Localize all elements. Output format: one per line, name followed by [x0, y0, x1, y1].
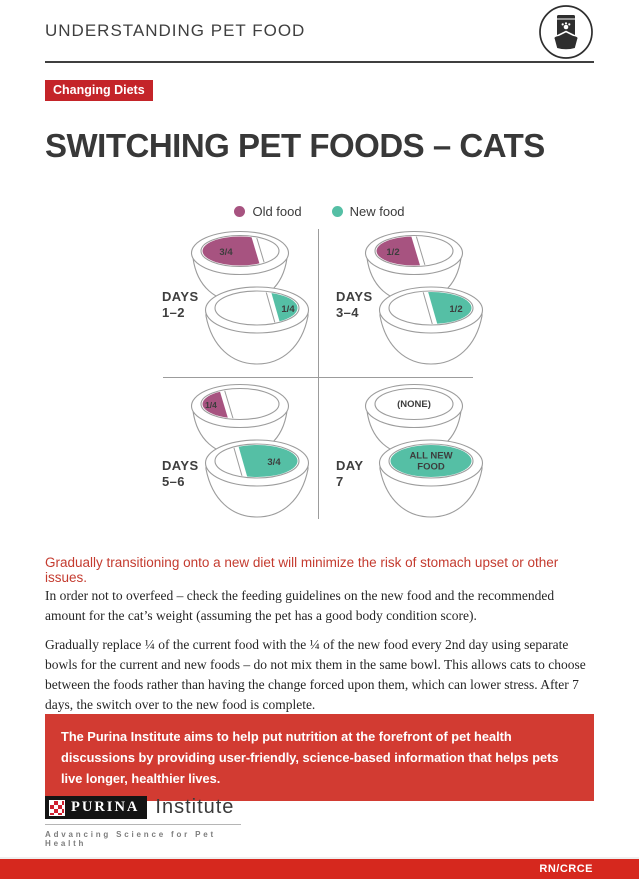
quadrant-days-5-6: DAYS 5–6 1/4 [150, 380, 318, 530]
page-title: SWITCHING PET FOODS – CATS [45, 127, 545, 164]
purina-institute-logo: PURINA Institute Advancing Science for P… [45, 796, 241, 848]
bowl-new-food: 3/4 [204, 439, 310, 518]
svg-text:ALL NEW: ALL NEW [409, 451, 452, 462]
bowl-old-food: 1/2 [364, 230, 464, 303]
legend-item-old-food: Old food [234, 204, 302, 219]
paragraph-replace: Gradually replace ¼ of the current food … [45, 636, 586, 712]
diagram-horizontal-divider [163, 377, 473, 378]
bowl-empty: (NONE) [364, 383, 464, 456]
transition-diagram: DAYS 1–2 3/4 [150, 227, 495, 530]
quadrant-days-1-2: DAYS 1–2 3/4 [150, 227, 318, 377]
bowl-new-food: 1/4 [204, 286, 310, 365]
bowl-new-food: 1/2 [378, 286, 484, 365]
legend-item-new-food: New food [331, 204, 405, 219]
svg-text:1/4: 1/4 [281, 304, 295, 315]
purina-checkerboard-icon [49, 799, 65, 816]
purina-brand-text: PURINA [71, 799, 140, 815]
quadrant-label: DAYS 1–2 [162, 289, 199, 320]
bowls-days-5-6: 1/4 3/4 [190, 383, 310, 518]
footer-code: RN/CRCE [539, 863, 593, 875]
svg-text:3/4: 3/4 [267, 457, 281, 468]
purina-wordmark-box: PURINA [45, 796, 148, 819]
logo-tagline: Advancing Science for Pet Health [45, 830, 216, 848]
logo-row: PURINA Institute [45, 796, 241, 825]
legend: Old food New food [0, 204, 639, 219]
header-divider [45, 61, 594, 63]
svg-text:1/2: 1/2 [386, 247, 399, 258]
pet-food-icon [538, 4, 594, 65]
page-header-title: UNDERSTANDING PET FOOD [45, 21, 306, 40]
bowls-days-3-4: 1/2 1/2 [364, 230, 484, 365]
bowls-days-1-2: 3/4 1/4 [190, 230, 310, 365]
svg-text:1/4: 1/4 [205, 400, 217, 410]
svg-text:(NONE): (NONE) [397, 399, 431, 410]
footer-bar: RN/CRCE [0, 857, 639, 879]
quadrant-label: DAYS 5–6 [162, 458, 199, 489]
institute-text: Institute [155, 796, 235, 818]
bowls-day-7: (NONE) ALL NEW FOOD [364, 383, 484, 518]
purina-institute-callout: The Purina Institute aims to help put nu… [45, 714, 594, 802]
new-food-dot-icon [331, 206, 343, 217]
lead-sentence: Gradually transitioning onto a new diet … [45, 555, 559, 585]
bowl-all-new-food: ALL NEW FOOD [378, 439, 484, 518]
svg-text:FOOD: FOOD [417, 462, 445, 473]
quadrant-days-3-4: DAYS 3–4 1/2 [324, 227, 492, 377]
category-badge: Changing Diets [45, 80, 153, 101]
svg-text:1/2: 1/2 [449, 304, 462, 315]
svg-text:3/4: 3/4 [219, 247, 233, 258]
quadrant-label: DAYS 3–4 [336, 289, 373, 320]
diagram-vertical-divider [318, 229, 319, 519]
old-food-dot-icon [234, 206, 246, 217]
legend-old-label: Old food [252, 204, 302, 219]
paragraph-overfeed: In order not to overfeed – check the fee… [45, 588, 555, 623]
quadrant-label: DAY 7 [336, 458, 364, 489]
legend-new-label: New food [349, 204, 405, 219]
quadrant-day-7: DAY 7 (NONE) [324, 380, 492, 530]
